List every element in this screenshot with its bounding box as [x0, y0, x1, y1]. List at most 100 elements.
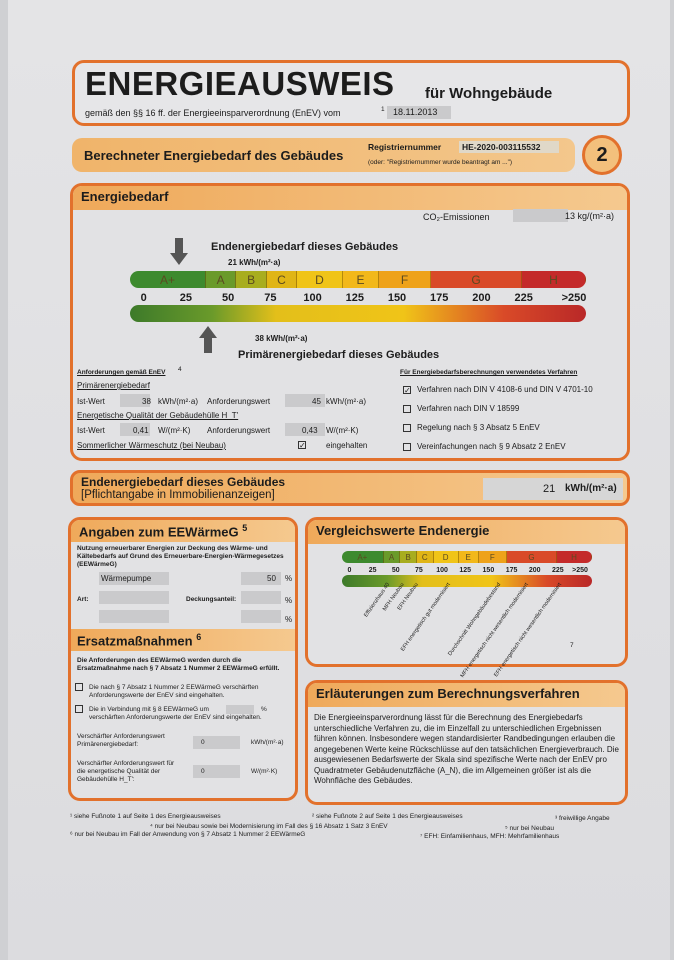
reg-note: (oder: "Registriernummer wurde beantragt…	[368, 159, 513, 166]
vergleich-mark: 7	[570, 642, 574, 649]
erl-text: Die Energieeinsparverordnung lässt für d…	[314, 713, 619, 785]
type-value: Wärmepumpe	[101, 574, 152, 583]
cmp-tick->250: >250	[572, 567, 588, 574]
tick-225: 225	[514, 292, 533, 304]
method-checkbox[interactable]	[403, 404, 411, 413]
class-D: D	[297, 271, 343, 288]
anf-hull-field	[285, 423, 325, 436]
type-field-2[interactable]	[99, 591, 169, 604]
method-item: Verfahren nach DIN V 18599	[403, 404, 593, 423]
cmp-class-E: E	[458, 551, 479, 563]
v2-field	[193, 765, 240, 778]
cmp-class-A+: A+	[342, 551, 384, 563]
tick-150: 150	[387, 292, 407, 304]
anf-hull-unit: W/(m²·K)	[326, 426, 359, 435]
endenergie-box: Endenergiebedarf dieses Gebäudes [Pflich…	[70, 470, 630, 506]
opt2-label-b: verschärften Anforderungswerte der EnEV …	[89, 714, 262, 721]
ersatz-title-text: Ersatzmaßnahmen	[77, 633, 193, 649]
footnote-mark: 1	[381, 106, 385, 113]
method-checkbox[interactable]	[403, 423, 411, 432]
co2-value: 13 kg/(m²·a)	[565, 211, 615, 221]
v1-value: 0	[201, 739, 205, 746]
erl-title: Erläuterungen zum Berechnungsverfahren	[308, 683, 625, 707]
v1-field	[193, 736, 240, 749]
erlaeuterungen-box: Erläuterungen zum Berechnungsverfahren D…	[305, 680, 628, 805]
ist-hull-unit: W/(m²·K)	[158, 426, 191, 435]
tick-100: 100	[303, 292, 322, 304]
vergleich-box: Vergleichswerte Endenergie 7	[305, 517, 628, 667]
endbox-line1: Endenergiebedarf dieses Gebäudes	[81, 475, 286, 489]
deckung-label: Deckungsanteil:	[186, 596, 237, 603]
tick-50: 50	[221, 292, 235, 304]
end-value: 21 kWh/(m²·a)	[228, 258, 281, 267]
reg-number: HE-2020-003115532	[462, 142, 541, 152]
reg-label: Registriernummer	[368, 142, 442, 152]
co2-field	[513, 209, 568, 222]
req-ist-label: Ist-Wert	[77, 397, 105, 406]
summer-checkbox[interactable]: ✓	[298, 440, 306, 450]
opt2-checkbox[interactable]	[75, 705, 89, 713]
eewaermeg-box: Angaben zum EEWärmeG 5 Nutzung erneuerba…	[68, 517, 298, 801]
pct-1: %	[285, 574, 293, 583]
title-subtitle: gemäß den §§ 16 ff. der Energieeinsparve…	[85, 108, 341, 118]
share-field-3[interactable]	[241, 610, 281, 623]
methods-title: Für Energiebedarfsberechnungen verwendet…	[400, 369, 578, 376]
energiebedarf-title: Energiebedarf	[73, 186, 627, 210]
cmp-tick-75: 75	[415, 567, 423, 574]
type-field-3[interactable]	[99, 610, 169, 623]
ersatz-desc: Die Anforderungen des EEWärmeG werden du…	[77, 657, 280, 672]
issue-date: 18.11.2013	[393, 107, 438, 117]
share-field-2[interactable]	[241, 591, 281, 604]
tick-125: 125	[345, 292, 364, 304]
tick->250: >250	[561, 292, 587, 304]
vergleich-title: Vergleichswerte Endenergie	[308, 520, 625, 544]
method-checkbox[interactable]: ✓	[403, 385, 411, 395]
reg-field	[459, 141, 559, 153]
end-label: Endenergiebedarf dieses Gebäudes	[211, 241, 399, 253]
method-checkbox[interactable]	[403, 442, 411, 451]
cmp-tick-50: 50	[391, 567, 400, 574]
cmp-tick-225: 225	[551, 567, 564, 574]
req-prim: Primärenergiebedarf	[77, 381, 150, 390]
class-C: C	[266, 271, 298, 288]
footnote-7: ⁷ EFH: Einfamilienhaus, MFH: Mehrfamilie…	[420, 833, 560, 840]
anf-label: Anforderungswert	[207, 397, 271, 406]
pct-3: %	[285, 615, 293, 624]
energiebedarf-box: Energiebedarf CO₂-Emissionen 13 kg/(m²·a…	[70, 183, 630, 461]
v2-unit: W/(m²·K)	[251, 768, 278, 775]
class-B: B	[236, 271, 267, 288]
endbox-value: 21	[543, 483, 556, 495]
prim-label: Primärenergiebedarf dieses Gebäudes	[238, 349, 440, 361]
opt2-pct: %	[261, 706, 267, 713]
req-ist-label-2: Ist-Wert	[77, 426, 105, 435]
cmp-tick-100: 100	[436, 567, 448, 574]
cmp-class-F: F	[478, 551, 507, 563]
ist-prim-field	[120, 394, 150, 407]
cmp-tick-150: 150	[482, 567, 495, 574]
opt2-pct-field[interactable]	[226, 705, 254, 714]
endbox-line2: [Pflichtangabe in Immobilienanzeigen]	[81, 489, 275, 501]
endbox-unit: kWh/(m²·a)	[565, 483, 617, 494]
footnote-2: ² siehe Fußnote 2 auf Seite 1 des Energi…	[312, 813, 463, 820]
art-label: Art:	[77, 596, 89, 603]
req-mark: 4	[178, 366, 182, 373]
footnote-6: ⁶ nur bei Neubau im Fall der Anwendung v…	[70, 831, 306, 838]
cmp-class-B: B	[400, 551, 417, 563]
class-A: A	[205, 271, 237, 288]
opt1-label: Die nach § 7 Absatz 1 Nummer 2 EEWärmeG …	[89, 684, 259, 699]
page-number-badge: 2	[582, 135, 622, 175]
type-field-1	[99, 572, 169, 585]
eew-desc: Nutzung erneuerbarer Energien zur Deckun…	[77, 545, 284, 568]
summer-status: eingehalten	[326, 441, 368, 450]
method-item: Vereinfachungen nach § 9 Absatz 2 EnEV	[403, 442, 593, 461]
eew-title: Angaben zum EEWärmeG 5	[71, 520, 295, 542]
method-label: Regelung nach § 3 Absatz 5 EnEV	[417, 423, 540, 432]
cmp-class-H: H	[556, 551, 592, 563]
title-box: ENERGIEAUSWEIS für Wohngebäude gemäß den…	[72, 60, 630, 126]
anf-prim-unit: kWh/(m²·a)	[326, 397, 366, 406]
ist-prim-unit: kWh/(m²·a)	[158, 397, 198, 406]
opt1-checkbox[interactable]	[75, 683, 89, 691]
cmp-class-D: D	[433, 551, 459, 563]
opt2-label-a: Die in Verbindung mit § 8 EEWärmeG um	[89, 706, 209, 713]
method-label: Verfahren nach DIN V 18599	[417, 404, 520, 413]
